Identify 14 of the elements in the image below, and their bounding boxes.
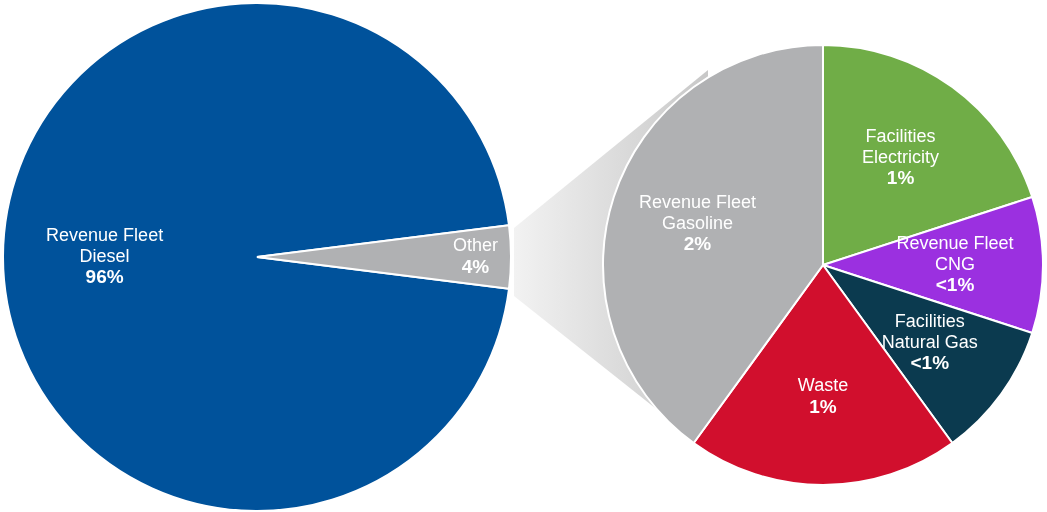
slice-label: Revenue Fleet Gasoline: [638, 192, 756, 234]
slice-label: Revenue Fleet CNG: [896, 232, 1014, 274]
slice-label: Facilities Natural Gas: [881, 310, 978, 352]
slice-label: Revenue Fleet Diesel: [46, 224, 164, 266]
data-label: 2%: [683, 233, 712, 255]
slice-label: Waste: [797, 375, 849, 396]
data-label: 4%: [461, 255, 490, 277]
data-label: 1%: [886, 167, 915, 189]
data-label: 96%: [85, 266, 124, 288]
data-label: <1%: [935, 274, 975, 296]
slice-label: Other: [452, 235, 498, 256]
data-label: 1%: [809, 395, 837, 417]
slice-label: Facilities Electricity: [862, 126, 940, 168]
data-label: <1%: [910, 351, 950, 373]
